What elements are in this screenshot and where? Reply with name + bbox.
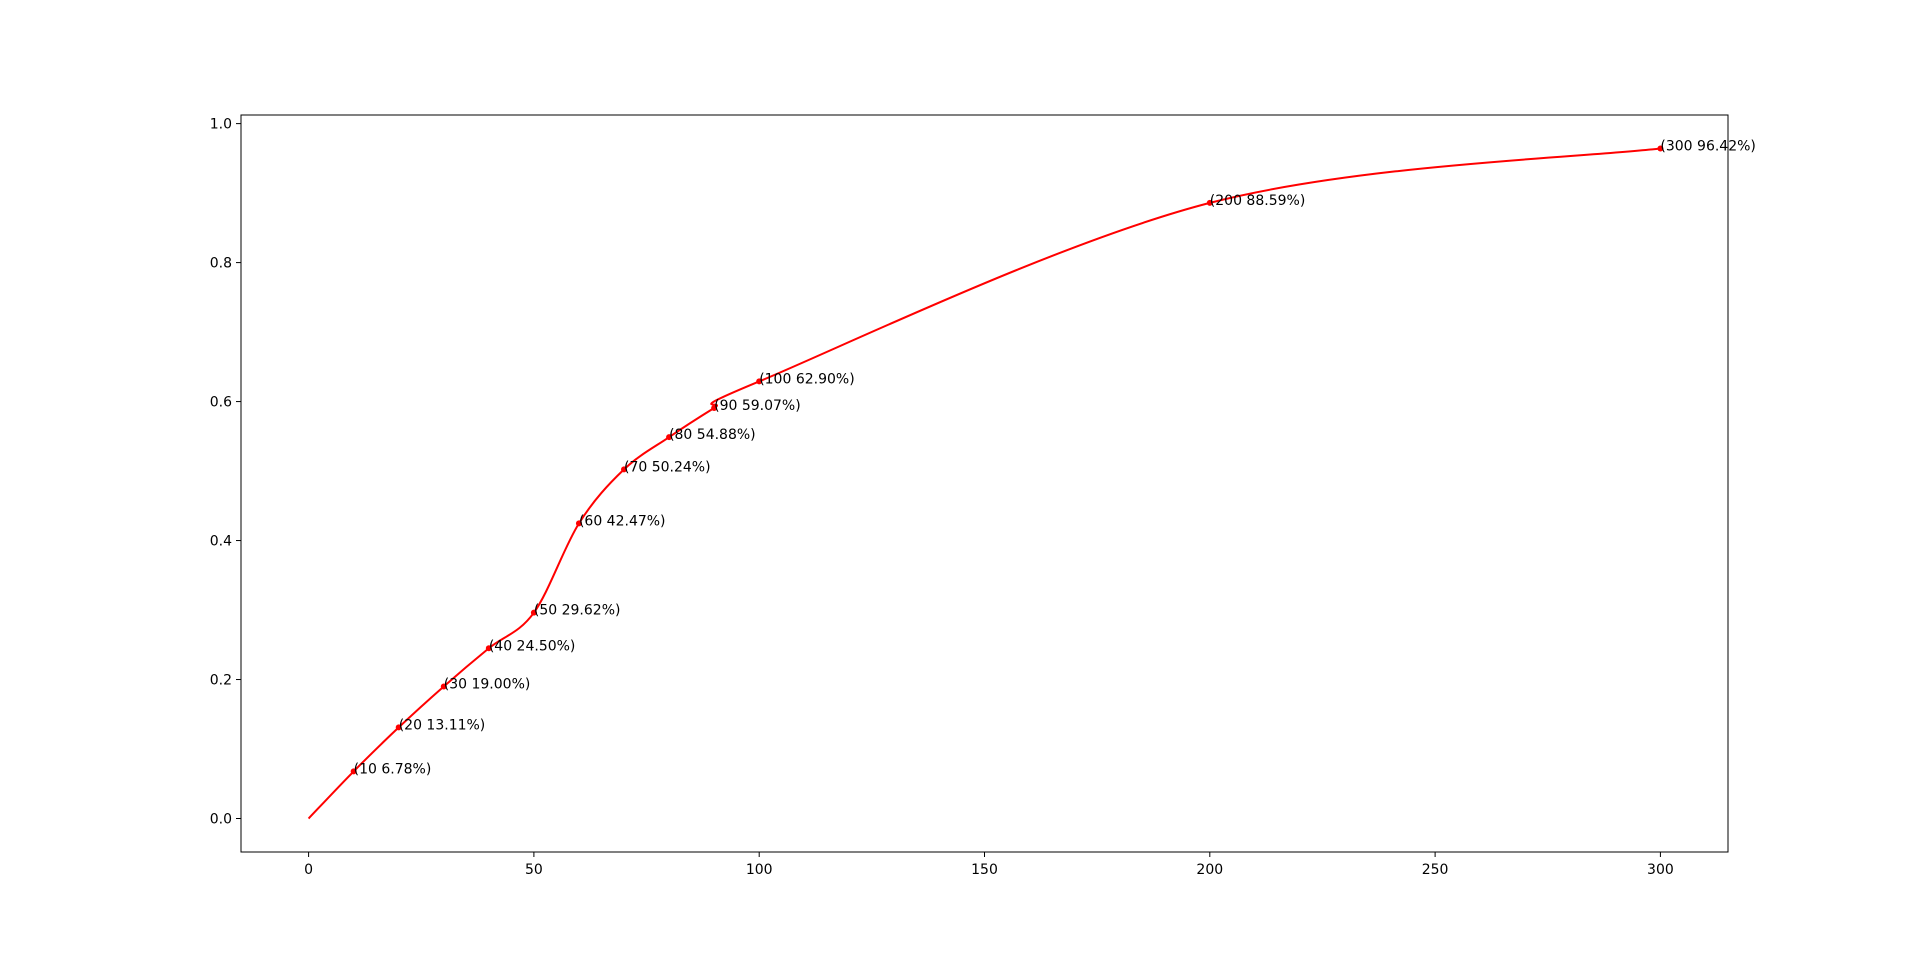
value-label: (100 62.90%) — [759, 371, 854, 387]
value-label: (60 42.47%) — [579, 513, 666, 529]
value-label: (30 19.00%) — [444, 676, 531, 692]
point — [756, 378, 763, 385]
plot-frame — [240, 114, 1729, 853]
y-tick-label: 0.4 — [210, 534, 232, 550]
x-tick-label: 300 — [1647, 862, 1674, 878]
value-label: (40 24.50%) — [489, 638, 576, 654]
value-label: (200 88.59%) — [1210, 193, 1305, 209]
y-tick-label: 1.0 — [210, 117, 232, 133]
point — [1206, 199, 1213, 206]
value-label: (80 54.88%) — [669, 427, 756, 443]
point — [350, 768, 357, 775]
y-tick-label: 0.8 — [210, 256, 232, 272]
x-tick-label: 150 — [971, 862, 998, 878]
y-tick-label: 0.2 — [210, 673, 232, 689]
x-tick-label: 0 — [304, 862, 313, 878]
value-label: (20 13.11%) — [399, 717, 486, 733]
value-label: (90 59.07%) — [714, 398, 801, 414]
x-tick-label: 250 — [1422, 862, 1449, 878]
point — [440, 683, 447, 690]
line — [307, 147, 1661, 820]
y-tick-label: 0.6 — [210, 395, 232, 411]
value-label: (50 29.62%) — [534, 603, 621, 619]
point — [666, 434, 673, 441]
x-tick-label: 200 — [1196, 862, 1223, 878]
point — [530, 609, 537, 616]
point — [711, 405, 718, 412]
value-label: (70 50.24%) — [624, 459, 711, 475]
x-tick-label: 100 — [746, 862, 773, 878]
y-tick-label: 0.0 — [210, 812, 232, 828]
point — [621, 466, 628, 473]
value-label: (10 6.78%) — [354, 761, 432, 777]
x-tick-label: 50 — [525, 862, 543, 878]
value-label: (300 96.42%) — [1660, 138, 1755, 154]
point — [575, 520, 582, 527]
point — [485, 645, 492, 652]
point — [395, 724, 402, 731]
point — [1657, 145, 1664, 152]
